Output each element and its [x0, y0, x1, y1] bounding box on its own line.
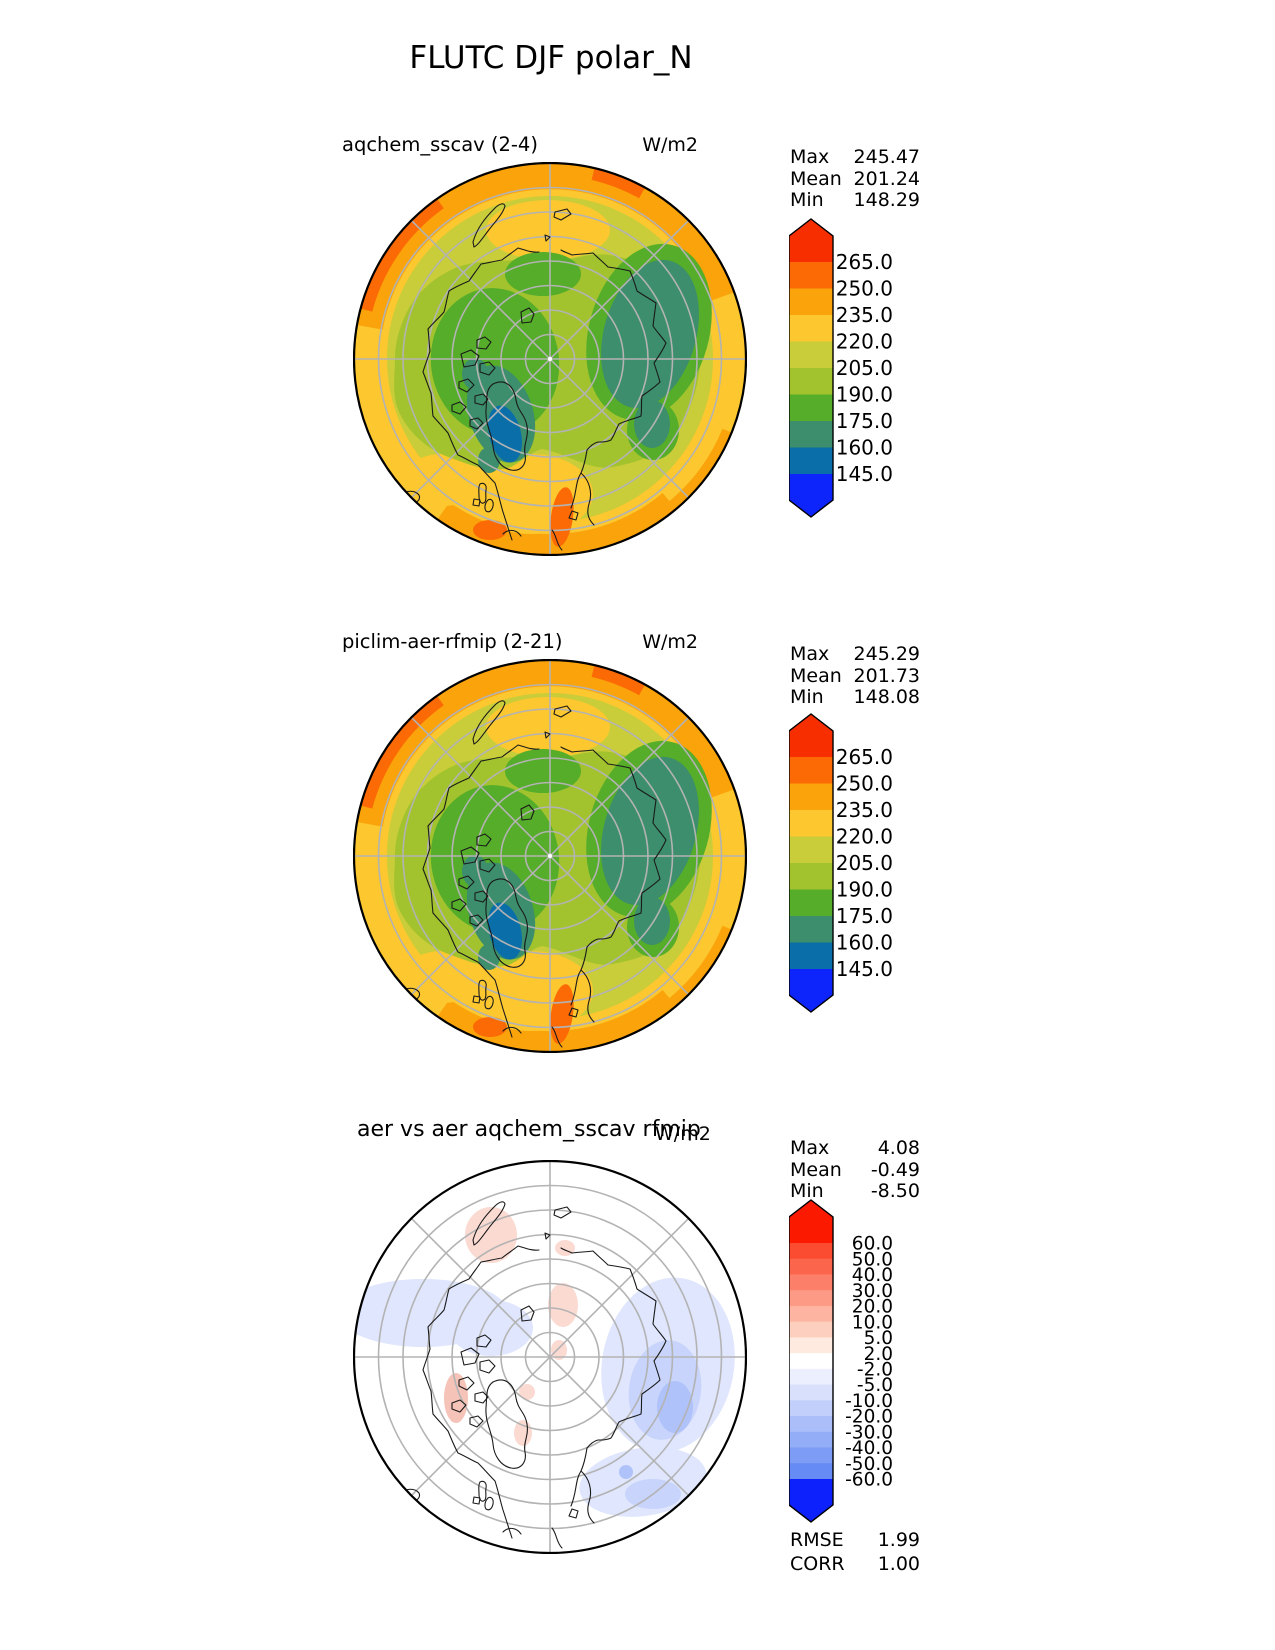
svg-text:-40.0: -40.0 — [845, 1438, 893, 1459]
stat-value: 201.24 — [853, 167, 920, 190]
svg-text:175.0: 175.0 — [836, 409, 893, 433]
svg-text:265.0: 265.0 — [836, 250, 893, 274]
stat-label: Mean — [790, 664, 842, 687]
svg-text:235.0: 235.0 — [836, 303, 893, 327]
polar-map-model2 — [353, 659, 747, 1053]
svg-text:265.0: 265.0 — [836, 745, 893, 769]
stat-row: Mean 201.24 — [790, 167, 920, 191]
panel2-title: piclim-aer-rfmip (2-21) — [342, 630, 563, 653]
stat-value: 148.29 — [853, 189, 920, 211]
stat-value: 201.73 — [853, 664, 920, 687]
svg-text:5.0: 5.0 — [864, 1328, 893, 1349]
metric-value: 1.99 — [877, 1529, 920, 1551]
stat-row: Min 148.29 — [790, 189, 920, 212]
stat-label: Min — [790, 189, 824, 211]
panel2-stats: Max 245.29 Mean 201.73 Min 148.08 — [790, 643, 920, 709]
svg-text:40.0: 40.0 — [852, 1265, 893, 1286]
panel3-metrics: RMSE 1.99 CORR 1.00 — [790, 1528, 920, 1576]
stat-value: 245.47 — [853, 146, 920, 168]
stat-label: Max — [790, 643, 830, 665]
svg-text:220.0: 220.0 — [836, 330, 893, 354]
panel3-stats: Max 4.08 Mean -0.49 Min -8.50 — [790, 1137, 920, 1203]
panel1-stats: Max 245.47 Mean 201.24 Min 148.29 — [790, 146, 920, 212]
svg-text:-2.0: -2.0 — [857, 1360, 893, 1381]
svg-text:60.0: 60.0 — [852, 1234, 893, 1255]
metric-label: CORR — [790, 1553, 845, 1575]
polar-map-diff — [353, 1160, 747, 1554]
svg-text:220.0: 220.0 — [836, 825, 893, 849]
stat-row: Max 4.08 — [790, 1137, 920, 1160]
svg-text:205.0: 205.0 — [836, 851, 893, 875]
panel1-units: W/m2 — [642, 134, 698, 156]
svg-text:190.0: 190.0 — [836, 383, 893, 407]
stat-row: Max 245.47 — [790, 146, 920, 169]
svg-text:235.0: 235.0 — [836, 798, 893, 822]
stat-label: Max — [790, 1137, 830, 1159]
stat-value: -0.49 — [870, 1158, 920, 1181]
svg-text:-5.0: -5.0 — [857, 1375, 893, 1396]
stat-row: Mean 201.73 — [790, 664, 920, 688]
svg-text:-10.0: -10.0 — [845, 1391, 893, 1412]
stat-value: 148.08 — [853, 686, 920, 708]
panel3-title: aer vs aer aqchem_sscav rfmip — [357, 1117, 701, 1142]
metric-row: RMSE 1.99 — [790, 1528, 920, 1552]
stat-label: Mean — [790, 167, 842, 190]
stat-label: Max — [790, 146, 830, 168]
panel3-units: W/m2 — [655, 1123, 711, 1145]
svg-text:-50.0: -50.0 — [845, 1454, 893, 1475]
colorbar-model1: 265.0 250.0 235.0 220.0 205.0 190.0 175.0 160.0… — [789, 212, 939, 526]
svg-text:145.0: 145.0 — [836, 957, 893, 981]
stat-value: -8.50 — [870, 1180, 920, 1202]
stat-row: Max 245.29 — [790, 643, 920, 666]
svg-text:2.0: 2.0 — [864, 1344, 893, 1365]
stat-value: 4.08 — [877, 1137, 920, 1159]
colorbar-model2: 265.0 250.0 235.0 220.0 205.0 190.0 175.0 160.0… — [789, 707, 939, 1021]
stat-row: Min -8.50 — [790, 1180, 920, 1203]
svg-text:30.0: 30.0 — [852, 1281, 893, 1302]
svg-text:250.0: 250.0 — [836, 277, 893, 301]
metric-label: RMSE — [790, 1529, 844, 1551]
svg-text:50.0: 50.0 — [852, 1249, 893, 1270]
panel2-units: W/m2 — [642, 631, 698, 653]
svg-text:250.0: 250.0 — [836, 772, 893, 796]
stat-row: Mean -0.49 — [790, 1158, 920, 1182]
svg-text:145.0: 145.0 — [836, 462, 893, 486]
svg-text:190.0: 190.0 — [836, 878, 893, 902]
page-title: FLUTC DJF polar_N — [409, 40, 693, 76]
stat-value: 245.29 — [853, 643, 920, 665]
svg-text:160.0: 160.0 — [836, 436, 893, 460]
svg-text:-20.0: -20.0 — [845, 1407, 893, 1428]
stat-label: Min — [790, 686, 824, 708]
svg-text:-60.0: -60.0 — [845, 1470, 893, 1491]
svg-text:175.0: 175.0 — [836, 904, 893, 928]
stat-row: Min 148.08 — [790, 686, 920, 709]
metric-value: 1.00 — [877, 1553, 920, 1575]
svg-text:10.0: 10.0 — [852, 1312, 893, 1333]
svg-text:-30.0: -30.0 — [845, 1422, 893, 1443]
panel1-title: aqchem_sscav (2-4) — [342, 133, 538, 156]
stat-label: Mean — [790, 1158, 842, 1181]
colorbar-diff: 60.0 50.0 40.0 30.0 20.0 10.0 5.0 2.0 -2.0 -5.0 -1… — [789, 1193, 939, 1531]
svg-text:20.0: 20.0 — [852, 1297, 893, 1318]
polar-map-model1 — [353, 162, 747, 556]
svg-text:160.0: 160.0 — [836, 931, 893, 955]
metric-row: CORR 1.00 — [790, 1552, 920, 1576]
stat-label: Min — [790, 1180, 824, 1202]
svg-text:205.0: 205.0 — [836, 356, 893, 380]
